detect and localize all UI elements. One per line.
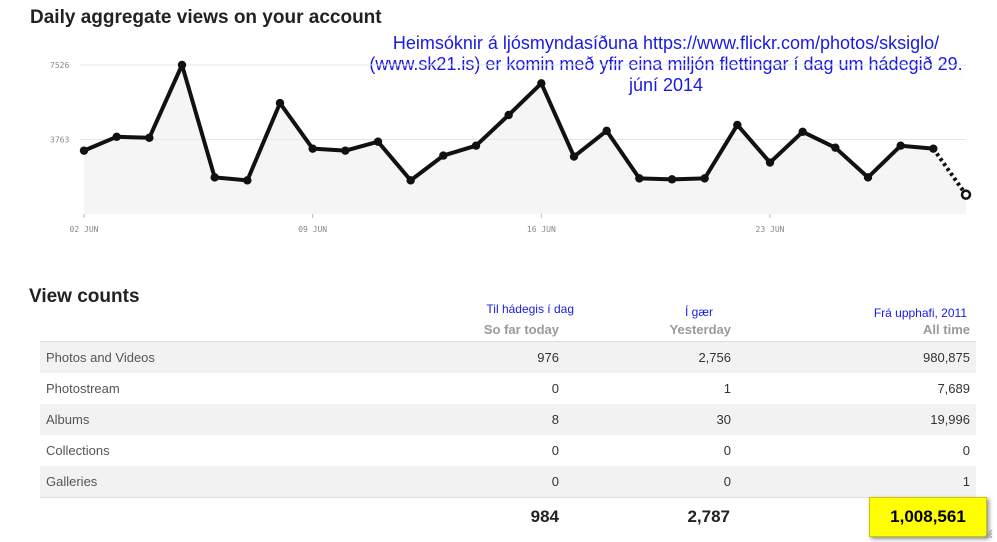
cell-today: 0 <box>551 474 559 489</box>
data-point <box>504 110 513 120</box>
chart-title: Daily aggregate views on your account <box>30 7 382 28</box>
data-point <box>896 141 905 150</box>
table-row: Photos and Videos 976 2,756 980,875 <box>40 342 976 373</box>
total-all-time: 1,008,561 <box>890 507 966 526</box>
data-point <box>960 189 972 200</box>
table-row: Galleries 0 0 1 <box>40 466 976 497</box>
cell-yesterday: 30 <box>716 412 731 427</box>
data-point <box>275 98 285 108</box>
total-all-time-highlight: 1,008,561 <box>869 497 987 537</box>
row-label: Collections <box>46 443 110 458</box>
data-point <box>471 141 481 150</box>
cell-yesterday: 1 <box>723 381 731 396</box>
table-row: Collections 0 0 0 <box>40 435 976 466</box>
data-point <box>439 151 448 160</box>
annotation-text: Heimsóknir á ljósmyndasíðuna https://www… <box>369 33 963 95</box>
data-point <box>308 144 317 153</box>
x-tick-label: 02 JUN <box>70 225 99 234</box>
totals-divider <box>40 497 976 498</box>
table-row: Photostream 0 1 7,689 <box>40 373 976 404</box>
x-tick-label: 23 JUN <box>756 225 785 234</box>
note-all-time: Frá upphafi, 2011 <box>873 306 967 320</box>
header-divider <box>40 341 976 342</box>
data-point <box>602 126 611 136</box>
cell-all-time: 1 <box>962 474 970 489</box>
data-point <box>831 143 840 152</box>
cell-today: 8 <box>551 412 559 427</box>
header-yesterday: Yesterday <box>669 322 731 337</box>
data-point <box>929 144 938 153</box>
data-point <box>341 146 350 155</box>
table-row: Albums 8 30 19,996 <box>40 404 976 435</box>
cell-yesterday: 0 <box>723 474 731 489</box>
row-label: Photostream <box>46 381 120 396</box>
y-tick-label: 7526 <box>50 61 69 70</box>
total-yesterday: 2,787 <box>687 507 730 526</box>
data-point <box>569 152 579 161</box>
data-point <box>210 173 219 182</box>
note-yesterday: Í gær <box>684 305 713 319</box>
cell-today: 0 <box>551 381 559 396</box>
data-point <box>145 133 154 142</box>
data-point <box>798 127 807 137</box>
data-point <box>667 175 677 184</box>
y-tick-label: 3763 <box>50 136 69 145</box>
data-point <box>700 174 709 183</box>
views-points <box>79 60 972 200</box>
row-label: Photos and Videos <box>46 350 155 365</box>
cell-all-time: 980,875 <box>923 350 970 365</box>
cell-yesterday: 2,756 <box>698 350 731 365</box>
cell-all-time: 0 <box>962 443 970 458</box>
x-tick-label: 16 JUN <box>527 225 556 234</box>
resize-grip-icon[interactable] <box>983 529 993 539</box>
x-tick-label: 09 JUN <box>298 225 327 234</box>
data-point <box>112 132 121 141</box>
data-point <box>79 146 89 155</box>
data-point <box>733 120 742 130</box>
data-point <box>537 79 546 88</box>
header-all-time: All time <box>923 322 970 337</box>
cell-today: 0 <box>551 443 559 458</box>
data-point <box>863 173 873 182</box>
data-point <box>765 158 775 167</box>
y-axis-ticks: 3763 7526 <box>50 61 69 145</box>
data-point <box>177 60 187 70</box>
data-point <box>406 176 415 185</box>
data-point <box>243 176 252 185</box>
row-label: Galleries <box>46 474 98 489</box>
cell-yesterday: 0 <box>723 443 731 458</box>
x-axis-ticks: 02 JUN 09 JUN 16 JUN 23 JUN <box>70 214 785 234</box>
views-line-chart: 3763 7526 02 JUN 09 JUN 16 JUN 23 JUN <box>50 60 972 234</box>
total-today: 984 <box>530 507 559 526</box>
cell-all-time: 7,689 <box>937 381 970 396</box>
note-so-far-today: Til hádegis í dag <box>486 302 574 316</box>
cell-all-time: 19,996 <box>930 412 970 427</box>
cell-today: 976 <box>537 350 559 365</box>
data-point <box>373 137 383 146</box>
data-point <box>635 174 644 183</box>
view-counts-title: View counts <box>29 286 140 307</box>
header-so-far-today: So far today <box>483 322 559 337</box>
row-label: Albums <box>46 412 90 427</box>
